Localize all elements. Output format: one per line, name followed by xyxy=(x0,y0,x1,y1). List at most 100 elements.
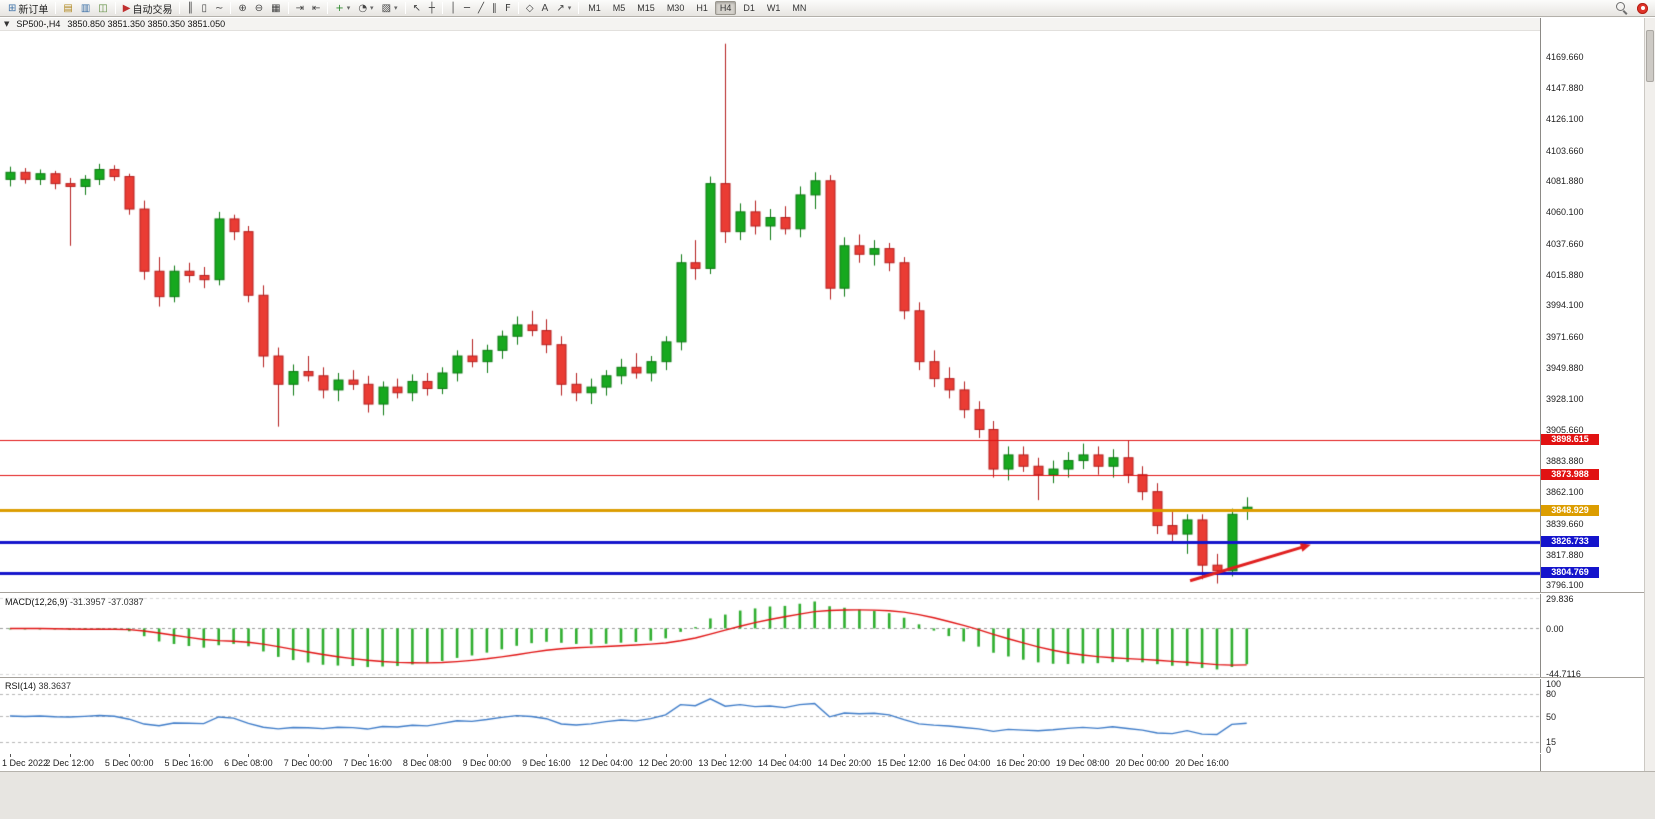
period-clock-button[interactable]: ◔ ▾ xyxy=(358,2,374,14)
rsi-value: 38.3637 xyxy=(38,681,72,691)
scrollbar-thumb[interactable] xyxy=(1646,30,1654,82)
time-axis-label: 2 Dec 12:00 xyxy=(45,758,94,768)
toolbar-separator xyxy=(179,2,181,14)
timeframe-H1-button[interactable]: H1 xyxy=(696,3,708,13)
price-axis-label: 3994.100 xyxy=(1546,300,1584,311)
new-order-button[interactable]: ⊞ 新订单 xyxy=(8,2,49,16)
price-line-tag: 3898.615 xyxy=(1541,434,1599,446)
crosshair-icon[interactable]: ┼ xyxy=(428,2,435,14)
bottom-area xyxy=(0,771,1655,819)
price-line-tag: 3826.733 xyxy=(1541,536,1599,547)
price-line-tag: 3873.988 xyxy=(1541,469,1599,481)
tile-windows-icon[interactable]: ▦ xyxy=(271,2,281,14)
toolbar-separator xyxy=(114,2,116,14)
candlestick-chart-icon[interactable]: ▯ xyxy=(201,2,207,14)
price-axis-label: 3839.660 xyxy=(1546,518,1584,529)
market-watch-icon[interactable]: ▤ xyxy=(63,2,73,14)
vertical-scrollbar[interactable] xyxy=(1644,18,1655,771)
toolbar-separator xyxy=(230,2,232,14)
arrow-tool-icon[interactable]: ↗ ▾ xyxy=(556,2,572,14)
macd-name: MACD(12,26,9) xyxy=(5,597,68,607)
time-axis-label: 14 Dec 20:00 xyxy=(817,758,872,768)
timeframe-D1-button[interactable]: D1 xyxy=(743,3,755,13)
toolbar-separator xyxy=(578,2,580,14)
chart-ohlc-label: 3850.850 3851.350 3850.350 3851.050 xyxy=(67,19,226,29)
macd-panel-canvas[interactable] xyxy=(0,595,1540,677)
price-axis[interactable]: 4169.660 4147.880 4126.100 4103.660 4081.880… xyxy=(1540,18,1644,771)
time-axis-tick xyxy=(248,754,249,757)
time-axis-label: 7 Dec 00:00 xyxy=(283,758,333,768)
price-axis-label: 3883.880 xyxy=(1546,456,1584,467)
timeframe-M5-button[interactable]: M5 xyxy=(612,3,626,13)
rsi-label: RSI(14) 38.3637 xyxy=(5,681,71,691)
time-axis-label: 1 Dec 2022 xyxy=(2,758,49,768)
time-axis[interactable]: 1 Dec 2022 2 Dec 12:00 5 Dec 00:00 5 Dec 16… xyxy=(0,754,1540,771)
timeframe-H4-button[interactable]: H4 xyxy=(714,1,737,15)
toolbar-buttons: ⊞ 新订单 ▤ ▥ ◫ ▶ 自动交易 ║ ▯ ∼ ⊕ ⊖ ▦ ⇥ ⇤ + ▾ ◔ ▾ ▧ ▾ ↖ ┼ │ ─ ╱ ∥ F ◇ A ↗ ▾ M1 M… xyxy=(4,0,1616,16)
toolbar-separator xyxy=(517,2,519,14)
timeframe-W1-button[interactable]: W1 xyxy=(766,3,781,13)
zoom-out-icon[interactable]: ⊖ xyxy=(254,2,264,14)
navigator-icon[interactable]: ◫ xyxy=(98,2,108,14)
price-axis-label: 3928.100 xyxy=(1546,393,1584,404)
price-chart-canvas[interactable] xyxy=(0,31,1540,592)
time-axis-tick xyxy=(70,754,71,757)
auto-trading-button[interactable]: ▶ 自动交易 xyxy=(122,2,173,16)
auto-scroll-icon[interactable]: ⇥ xyxy=(295,2,305,14)
time-axis-tick xyxy=(606,754,607,757)
chart-window: ▼ SP500-,H4 3850.850 3851.350 3850.350 3… xyxy=(0,18,1655,819)
price-axis-label: 4037.660 xyxy=(1546,238,1584,249)
time-axis-label: 12 Dec 04:00 xyxy=(579,758,633,768)
search-icon[interactable] xyxy=(1616,2,1628,14)
timeframe-M1-button[interactable]: M1 xyxy=(588,3,601,13)
chart-title-bar: ▼ SP500-,H4 3850.850 3851.350 3850.350 3… xyxy=(0,18,1540,31)
line-chart-icon[interactable]: ∼ xyxy=(215,2,224,14)
rsi-name: RSI(14) xyxy=(5,681,37,691)
time-axis-tick xyxy=(785,754,786,757)
time-axis-label: 9 Dec 16:00 xyxy=(522,758,571,768)
time-axis-label: 19 Dec 08:00 xyxy=(1056,758,1110,768)
timeframe-M15-button[interactable]: M15 xyxy=(637,3,655,13)
timeframe-M30-button[interactable]: M30 xyxy=(666,3,685,13)
time-axis-tick xyxy=(10,754,11,757)
price-axis-label: 4147.880 xyxy=(1546,83,1584,94)
time-axis-label: 12 Dec 20:00 xyxy=(638,758,693,768)
time-axis-tick xyxy=(487,754,488,757)
cursor-icon[interactable]: ↖ xyxy=(412,2,421,14)
macd-axis-label: -44.7116 xyxy=(1546,669,1581,680)
price-axis-label: 4126.100 xyxy=(1546,113,1584,124)
price-axis-label: 4081.880 xyxy=(1546,176,1584,187)
time-axis-label: 5 Dec 00:00 xyxy=(104,758,154,768)
text-label-icon[interactable]: A xyxy=(541,2,549,14)
price-line-tag: 3804.769 xyxy=(1541,567,1599,579)
shapes-icon[interactable]: ◇ xyxy=(525,2,534,14)
time-axis-label: 16 Dec 04:00 xyxy=(936,758,991,768)
collapse-chart-icon[interactable]: ▼ xyxy=(4,20,10,28)
vertical-line-icon[interactable]: │ xyxy=(449,2,456,14)
time-axis-tick xyxy=(368,754,369,757)
toolbar-separator xyxy=(441,2,443,14)
price-axis-label: 4103.660 xyxy=(1546,145,1584,156)
macd-signal-value: -37.0387 xyxy=(108,597,144,607)
price-axis-label: 3905.660 xyxy=(1546,425,1584,436)
add-indicator-button[interactable]: + ▾ xyxy=(335,2,351,14)
time-axis-tick xyxy=(427,754,428,757)
time-axis-tick xyxy=(189,754,190,757)
notification-icon[interactable] xyxy=(1637,2,1648,14)
data-window-icon[interactable]: ▥ xyxy=(80,2,91,14)
panel-resize-separator[interactable] xyxy=(0,592,1655,594)
timeframe-MN-button[interactable]: MN xyxy=(792,3,807,13)
channel-icon[interactable]: ∥ xyxy=(492,2,498,14)
bar-chart-icon[interactable]: ║ xyxy=(187,2,194,14)
zoom-in-icon[interactable]: ⊕ xyxy=(238,2,247,14)
fibonacci-icon[interactable]: F xyxy=(505,2,511,14)
trendline-icon[interactable]: ╱ xyxy=(478,2,485,14)
chart-shift-icon[interactable]: ⇤ xyxy=(312,2,321,14)
template-button[interactable]: ▧ ▾ xyxy=(381,2,398,14)
rsi-panel-canvas[interactable] xyxy=(0,679,1540,753)
time-axis-label: 20 Dec 16:00 xyxy=(1175,758,1229,768)
horizontal-line-icon[interactable]: ─ xyxy=(463,2,471,14)
rsi-axis-label: 0 xyxy=(1546,745,1552,755)
panel-resize-separator[interactable] xyxy=(0,677,1655,679)
